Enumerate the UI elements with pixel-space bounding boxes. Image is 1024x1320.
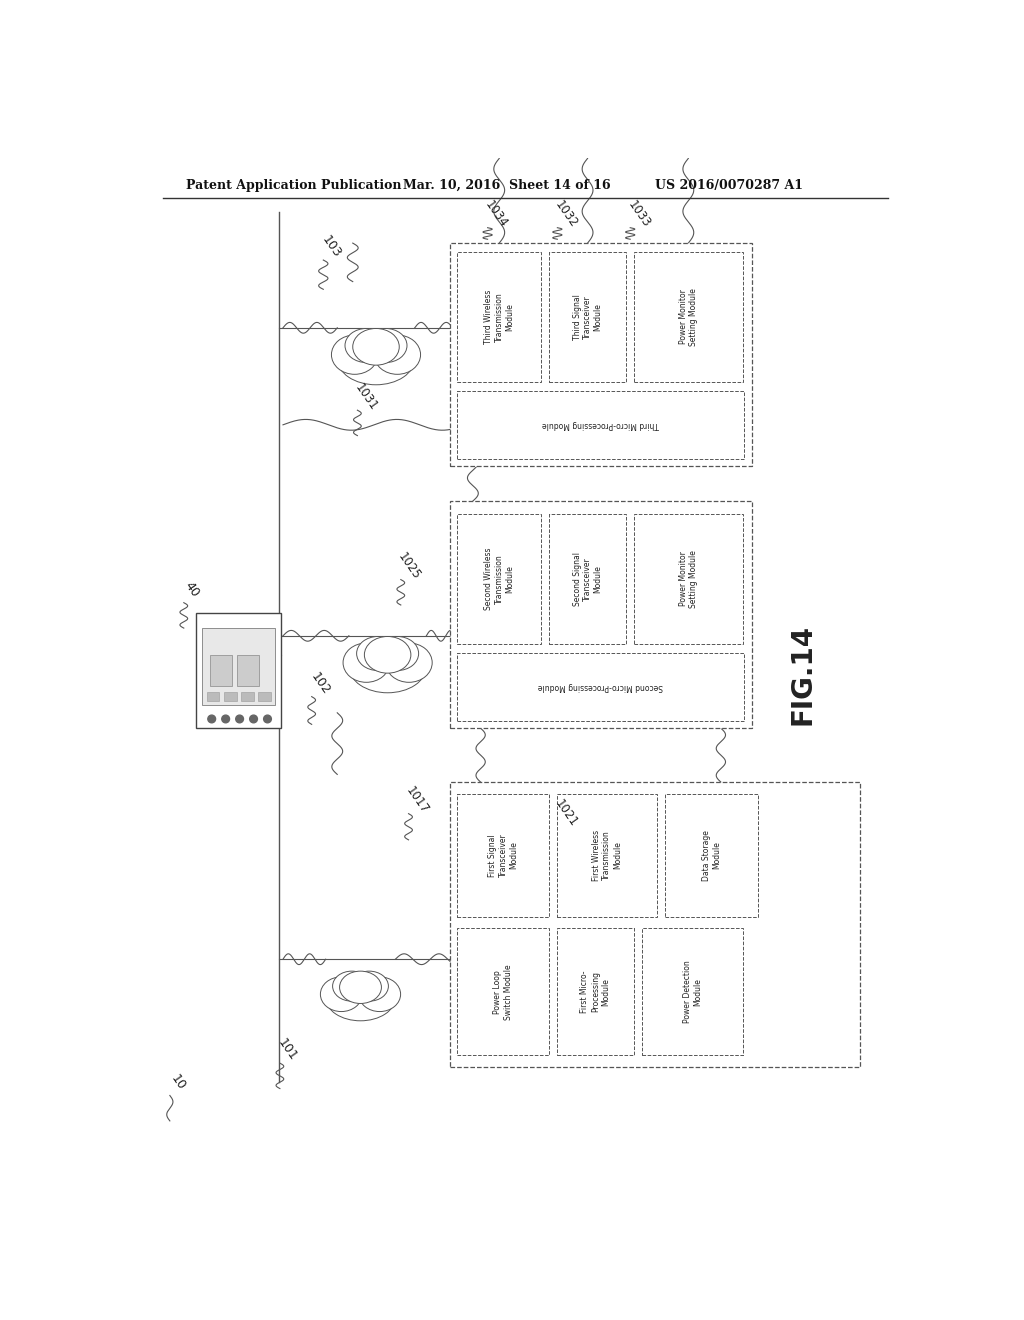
Text: Second Wireless
Transmission
Module: Second Wireless Transmission Module bbox=[484, 548, 514, 610]
Bar bbox=[203, 628, 275, 705]
Text: Power Loop
Switch Module: Power Loop Switch Module bbox=[494, 964, 513, 1020]
Bar bbox=[458, 252, 541, 381]
Bar bbox=[450, 502, 752, 729]
Text: Power Monitor
Setting Module: Power Monitor Setting Module bbox=[679, 288, 698, 346]
Text: FIG.14: FIG.14 bbox=[788, 624, 816, 725]
Text: US 2016/0070287 A1: US 2016/0070287 A1 bbox=[655, 178, 803, 191]
Text: First Wireless
Transmission
Module: First Wireless Transmission Module bbox=[592, 830, 622, 880]
Text: 1033: 1033 bbox=[626, 198, 653, 230]
Circle shape bbox=[208, 715, 216, 723]
Bar bbox=[557, 793, 657, 917]
Text: First Micro-
Processing
Module: First Micro- Processing Module bbox=[581, 970, 610, 1014]
Text: 1021: 1021 bbox=[552, 797, 580, 829]
Ellipse shape bbox=[340, 972, 381, 1003]
Text: 1034: 1034 bbox=[482, 198, 510, 230]
Ellipse shape bbox=[386, 643, 432, 682]
Bar bbox=[634, 252, 742, 381]
Bar bbox=[458, 391, 744, 459]
Circle shape bbox=[263, 715, 271, 723]
Bar bbox=[197, 612, 282, 729]
Ellipse shape bbox=[332, 335, 378, 375]
Bar bbox=[210, 655, 231, 686]
Text: Second Signal
Transceiver
Module: Second Signal Transceiver Module bbox=[572, 552, 602, 606]
Bar bbox=[642, 928, 742, 1056]
Circle shape bbox=[250, 715, 257, 723]
Text: 102: 102 bbox=[308, 671, 333, 697]
Ellipse shape bbox=[352, 329, 399, 366]
Ellipse shape bbox=[349, 640, 426, 693]
Text: Power Detection
Module: Power Detection Module bbox=[683, 961, 701, 1023]
Text: 103: 103 bbox=[318, 234, 343, 260]
Bar bbox=[665, 793, 758, 917]
Bar bbox=[557, 928, 634, 1056]
Circle shape bbox=[222, 715, 229, 723]
Bar bbox=[450, 781, 860, 1067]
Text: Power Monitor
Setting Module: Power Monitor Setting Module bbox=[679, 550, 698, 607]
Text: Patent Application Publication: Patent Application Publication bbox=[186, 178, 401, 191]
Text: First Signal
Transceiver
Module: First Signal Transceiver Module bbox=[488, 833, 518, 876]
Ellipse shape bbox=[376, 636, 419, 671]
Ellipse shape bbox=[333, 972, 371, 1001]
Text: Data Storage
Module: Data Storage Module bbox=[701, 830, 721, 880]
Text: Third Signal
Transceiver
Module: Third Signal Transceiver Module bbox=[572, 294, 602, 341]
Text: 1032: 1032 bbox=[552, 198, 580, 230]
Bar bbox=[458, 653, 744, 721]
Ellipse shape bbox=[374, 335, 421, 375]
Bar bbox=[458, 513, 541, 644]
Text: Third Micro-Processing Module: Third Micro-Processing Module bbox=[543, 420, 659, 429]
Bar bbox=[450, 243, 752, 466]
Bar bbox=[224, 692, 237, 701]
Text: 10: 10 bbox=[168, 1072, 187, 1093]
Bar bbox=[207, 692, 219, 701]
Bar bbox=[458, 793, 549, 917]
Text: 1025: 1025 bbox=[395, 550, 423, 582]
Ellipse shape bbox=[350, 972, 388, 1001]
Ellipse shape bbox=[326, 974, 395, 1020]
Ellipse shape bbox=[365, 329, 407, 363]
Bar bbox=[634, 513, 742, 644]
Text: 101: 101 bbox=[275, 1036, 300, 1064]
Bar bbox=[258, 692, 270, 701]
Text: 1017: 1017 bbox=[403, 784, 431, 817]
Bar bbox=[549, 513, 627, 644]
Ellipse shape bbox=[321, 977, 362, 1011]
Ellipse shape bbox=[358, 977, 400, 1011]
Bar bbox=[241, 692, 254, 701]
Ellipse shape bbox=[345, 329, 388, 363]
Ellipse shape bbox=[343, 643, 389, 682]
Text: Second Micro-Processing Module: Second Micro-Processing Module bbox=[539, 682, 664, 692]
Bar bbox=[238, 655, 259, 686]
Text: Third Wireless
Transmission
Module: Third Wireless Transmission Module bbox=[484, 290, 514, 345]
Ellipse shape bbox=[337, 333, 415, 385]
Text: Mar. 10, 2016  Sheet 14 of 16: Mar. 10, 2016 Sheet 14 of 16 bbox=[403, 178, 610, 191]
Text: 1031: 1031 bbox=[352, 381, 380, 413]
Bar bbox=[458, 928, 549, 1056]
Ellipse shape bbox=[356, 636, 399, 671]
Bar bbox=[549, 252, 627, 381]
Ellipse shape bbox=[365, 636, 411, 673]
Text: 40: 40 bbox=[181, 579, 202, 599]
Circle shape bbox=[236, 715, 244, 723]
